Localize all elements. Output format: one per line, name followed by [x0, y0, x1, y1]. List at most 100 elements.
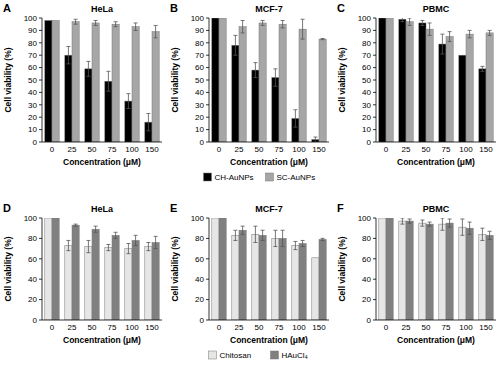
panel-letter: C [337, 2, 345, 14]
x-tick-label: 25 [68, 323, 77, 332]
y-tick [373, 320, 376, 321]
y-tick [39, 104, 42, 105]
y-tick [373, 218, 376, 219]
y-tick-label: 60 [362, 63, 371, 72]
error-bar [106, 245, 110, 251]
error-bar [420, 220, 424, 226]
bar [132, 240, 139, 320]
y-tick [373, 30, 376, 31]
x-tick-label: 100 [459, 145, 473, 154]
bar [85, 69, 92, 142]
x-tick-label: 100 [292, 323, 306, 332]
error-bar [448, 32, 452, 42]
panel: FPBMC020406080100Cell viability (%)02550… [337, 202, 496, 345]
error-bar [134, 235, 138, 245]
panel-letter: F [337, 202, 344, 214]
panel-letter: E [170, 202, 177, 214]
y-tick-label: 40 [195, 275, 204, 284]
panel-title: HeLa [91, 204, 114, 214]
y-tick [39, 55, 42, 56]
y-axis [42, 218, 43, 320]
y-tick [39, 142, 42, 143]
y-tick-label: 10 [28, 125, 37, 134]
error-bar [293, 110, 297, 127]
y-tick-label: 20 [28, 295, 37, 304]
x-tick-label: 0 [384, 323, 389, 332]
y-tick [206, 80, 209, 81]
bar [426, 29, 433, 142]
y-tick-label: 10 [195, 125, 204, 134]
bar [279, 238, 286, 320]
y-tick [206, 142, 209, 143]
bar [446, 223, 453, 320]
x-tick-label: 25 [235, 323, 244, 332]
panel: AHeLa0102030405060708090100Cell viabilit… [3, 2, 162, 167]
bar [65, 246, 72, 320]
error-bar [94, 20, 98, 25]
x-tick-label: 75 [275, 323, 284, 332]
error-bar [488, 30, 492, 35]
y-tick [373, 129, 376, 130]
bar [252, 70, 259, 142]
bar [459, 55, 466, 142]
y-tick [206, 104, 209, 105]
y-tick-label: 20 [362, 113, 371, 122]
error-bar [126, 94, 130, 109]
bar [92, 229, 99, 320]
bar [259, 235, 266, 320]
y-axis-label: Cell viability (%) [170, 236, 180, 301]
marks [379, 18, 493, 142]
x-tick-label: 75 [275, 145, 284, 154]
panel-title: MCF-7 [255, 204, 283, 214]
bar [299, 29, 306, 142]
error-bar [480, 228, 484, 240]
figure: AHeLa0102030405060708090100Cell viabilit… [0, 0, 500, 379]
bar [259, 23, 266, 142]
error-bar [86, 61, 90, 76]
error-bar [74, 224, 78, 226]
y-tick-label: 80 [28, 39, 37, 48]
error-bar [293, 241, 297, 249]
bar [379, 18, 386, 142]
y-tick [373, 55, 376, 56]
x-tick-label: 150 [145, 323, 159, 332]
y-tick-label: 60 [28, 63, 37, 72]
error-bar [66, 240, 70, 250]
error-bar [428, 23, 432, 35]
x-tick-label: 150 [479, 323, 493, 332]
panel-title: PBMC [423, 204, 450, 214]
bar [125, 249, 132, 320]
bar [446, 37, 453, 142]
y-tick [373, 279, 376, 280]
error-bar [400, 18, 404, 22]
error-bar [253, 226, 257, 242]
error-bar [126, 244, 130, 254]
bar [319, 39, 326, 142]
y-tick-label: 100 [191, 214, 205, 223]
bar [112, 235, 119, 320]
error-bar [154, 236, 158, 248]
panel: DHeLa020406080100Cell viability (%)02550… [3, 202, 162, 345]
chart-svg: AHeLa0102030405060708090100Cell viabilit… [0, 0, 500, 379]
x-axis [376, 142, 496, 143]
y-tick-label: 20 [195, 295, 204, 304]
bar [386, 218, 393, 320]
bar [479, 69, 486, 142]
y-tick [206, 238, 209, 239]
error-bar [261, 230, 265, 240]
y-tick-label: 60 [28, 255, 37, 264]
error-bar [313, 137, 317, 142]
panel-letter: A [3, 2, 11, 14]
y-tick-label: 40 [28, 88, 37, 97]
y-tick-label: 0 [200, 316, 205, 325]
y-tick [373, 18, 376, 19]
error-bar [281, 20, 285, 27]
y-tick-label: 30 [195, 101, 204, 110]
y-tick-label: 40 [362, 88, 371, 97]
y-tick [39, 218, 42, 219]
y-axis [209, 218, 210, 320]
y-tick [206, 30, 209, 31]
bar [85, 247, 92, 320]
error-bar [301, 240, 305, 246]
error-bar [106, 71, 110, 91]
